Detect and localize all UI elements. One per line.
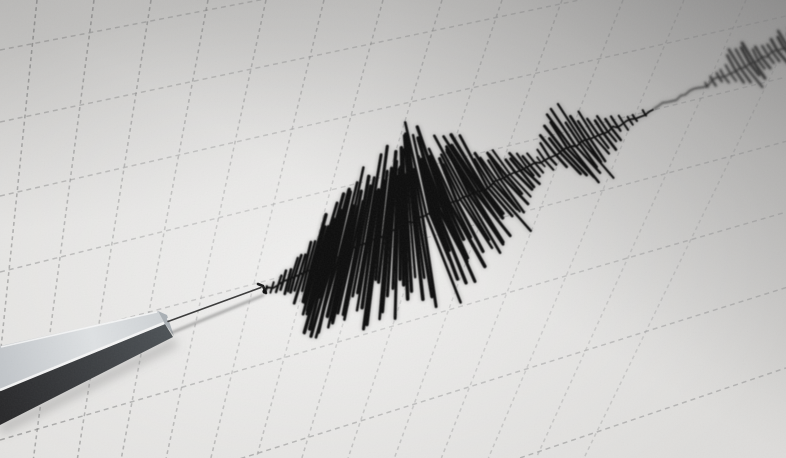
- film-grain-overlay: [0, 0, 786, 458]
- seismograph-photo: [0, 0, 786, 458]
- scene-canvas: [0, 0, 786, 458]
